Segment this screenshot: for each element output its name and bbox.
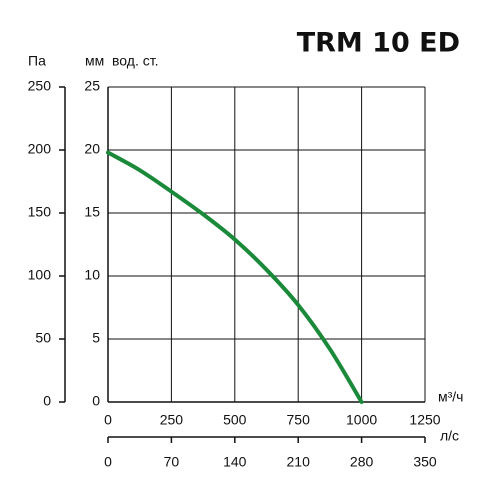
y-tick-label: 25	[84, 78, 100, 94]
x-tick-label: 0	[104, 412, 112, 428]
y2-axis-label: Па	[28, 53, 46, 69]
x-tick-label: 250	[160, 412, 184, 428]
curve	[106, 150, 364, 404]
y2-tick-label: 150	[28, 204, 52, 220]
y-tick-label: 5	[92, 330, 100, 346]
x2-tick-label: 70	[164, 454, 180, 470]
x2-tick-label: 0	[104, 454, 112, 470]
x-tick-label: 1000	[346, 412, 377, 428]
y2-tick-label: 250	[28, 78, 52, 94]
y-tick-label: 15	[84, 204, 100, 220]
y2-tick-label: 50	[35, 330, 51, 346]
x-axis-label: м³/ч	[438, 389, 463, 405]
x-tick-label: 1250	[409, 412, 440, 428]
y2-tick-label: 100	[28, 267, 52, 283]
y-axis-label: мм вод. ст.	[85, 53, 159, 69]
x-tick-label: 750	[287, 412, 311, 428]
y-tick-label: 20	[84, 141, 100, 157]
y2-tick-label: 0	[43, 393, 51, 409]
x2-axis-label: л/с	[440, 428, 459, 444]
x-tick-label: 500	[223, 412, 247, 428]
chart-title: TRM 10 ED	[297, 28, 460, 59]
x2-tick-label: 350	[413, 454, 437, 470]
y-tick-label: 0	[92, 393, 100, 409]
x2-tick-label: 280	[350, 454, 374, 470]
x2-tick-label: 140	[223, 454, 247, 470]
y2-tick-label: 200	[28, 141, 52, 157]
y-tick-label: 10	[84, 267, 100, 283]
x2-tick-label: 210	[287, 454, 311, 470]
